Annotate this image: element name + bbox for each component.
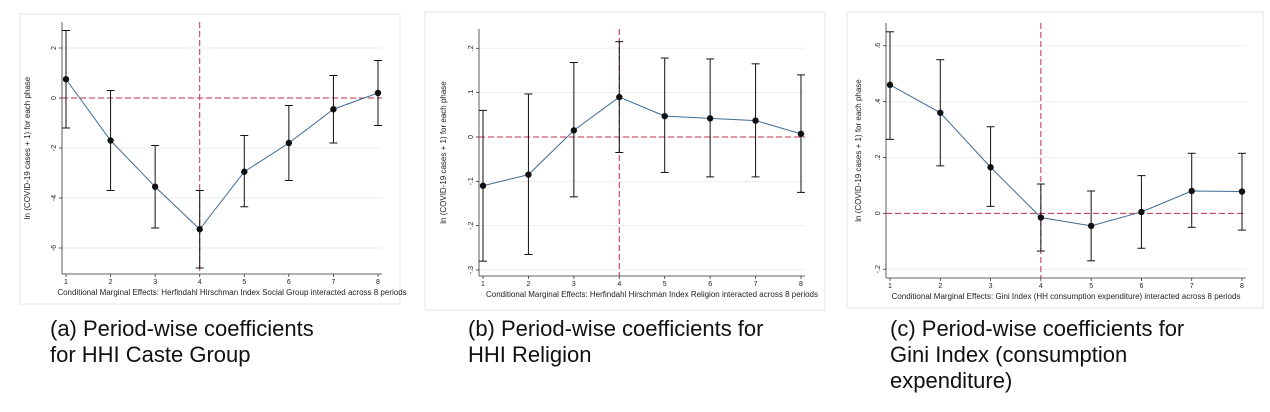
x-tick-label: 1 <box>481 281 485 288</box>
y-tick-label: -.2 <box>875 265 882 273</box>
x-tick-label: 3 <box>572 281 576 288</box>
y-tick-label: .2 <box>468 45 475 51</box>
y-tick-label: -.1 <box>468 177 475 185</box>
x-tick-label: 4 <box>617 281 621 288</box>
x-tick-label: 8 <box>799 281 803 288</box>
data-point <box>987 164 994 171</box>
data-point <box>616 93 623 101</box>
data-point <box>374 89 382 97</box>
y-axis-label: ln (COVID-19 cases + 1) for each phase <box>23 76 32 219</box>
y-tick-label: -.3 <box>468 266 475 274</box>
x-tick-label: 2 <box>938 283 942 290</box>
x-tick-label: 6 <box>708 281 712 288</box>
data-point <box>330 106 337 113</box>
y-tick-label: 0 <box>468 135 475 139</box>
data-point <box>937 109 944 116</box>
data-point <box>1188 187 1195 195</box>
data-point <box>525 171 532 178</box>
chart-c: .6 .4 .2 0 -.2 1 2 3 4 5 6 7 8 ln (COVID-19 cases + 1… <box>846 11 1264 309</box>
y-tick-label: -4 <box>51 195 58 201</box>
data-point <box>1087 222 1095 230</box>
y-tick-label: .4 <box>875 99 882 105</box>
chart-panel-a: 2 0 -2 -4 -6 1 2 3 4 5 6 7 8 ln (COVID-19 cases + 1) … <box>0 0 420 412</box>
x-tick-label: 5 <box>242 279 246 286</box>
y-tick-label: -2 <box>51 145 58 151</box>
data-point <box>241 168 248 175</box>
x-tick-label: 6 <box>1139 283 1143 290</box>
data-point <box>752 117 759 124</box>
chart-a: 2 0 -2 -4 -6 1 2 3 4 5 6 7 8 ln (COVID-19 cases + 1) … <box>19 13 407 305</box>
y-tick-label: -.2 <box>468 221 475 229</box>
x-tick-label: 4 <box>1039 283 1043 290</box>
x-tick-label: 5 <box>663 281 667 288</box>
x-tick-label: 8 <box>376 279 380 286</box>
chart-frame <box>846 11 1264 309</box>
data-point <box>1138 208 1145 216</box>
x-tick-label: 7 <box>754 281 758 288</box>
chart-frame <box>19 13 401 305</box>
x-tick-label: 4 <box>198 279 202 286</box>
data-point <box>1238 188 1246 195</box>
data-point <box>661 112 668 120</box>
caption-c: (c) Period-wise coefficients for Gini In… <box>890 316 1185 393</box>
chart-panel-b: .2 .1 0 -.1 -.2 -.3 1 2 3 4 5 6 7 8 ln (COVID-19 cases… <box>420 0 840 412</box>
data-point <box>62 76 70 83</box>
series-line <box>65 78 379 230</box>
x-axis-label: Conditional Marginal Effects: Herfindahl… <box>486 290 818 299</box>
x-tick-label: 7 <box>1190 283 1194 290</box>
y-axis-label: ln (COVID-19 cases + 1) for each phase <box>854 79 863 222</box>
x-tick-label: 7 <box>331 279 335 286</box>
y-tick-label: 0 <box>51 96 58 100</box>
y-tick-label: .2 <box>875 154 882 160</box>
data-point <box>797 130 805 138</box>
data-point <box>1037 214 1045 221</box>
series-line <box>889 84 1243 227</box>
x-tick-label: 8 <box>1240 283 1244 290</box>
x-tick-label: 6 <box>287 279 291 286</box>
data-point <box>479 182 487 189</box>
caption-a: (a) Period-wise coefficients for HHI Cas… <box>50 316 314 367</box>
chart-panel-c: .6 .4 .2 0 -.2 1 2 3 4 5 6 7 8 ln (COVID-19 cases + 1… <box>845 0 1270 412</box>
caption-b: (b) Period-wise coefficients for HHI Rel… <box>468 316 764 367</box>
x-tick-label: 2 <box>526 281 530 288</box>
x-tick-label: 1 <box>64 279 68 286</box>
x-axis-label: Conditional Marginal Effects: Herfindahl… <box>57 288 406 297</box>
x-tick-label: 2 <box>109 279 113 286</box>
y-tick-label: .1 <box>468 90 475 96</box>
data-point <box>886 81 894 89</box>
data-point <box>570 127 578 134</box>
x-tick-label: 5 <box>1089 283 1093 290</box>
data-point <box>285 139 293 147</box>
chart-b: .2 .1 0 -.1 -.2 -.3 1 2 3 4 5 6 7 8 ln (COVID-19 cases… <box>424 11 826 311</box>
y-tick-label: -6 <box>51 245 58 251</box>
x-axis-label: Conditional Marginal Effects: Gini Index… <box>892 292 1241 301</box>
data-point <box>706 115 714 122</box>
x-tick-label: 3 <box>989 283 993 290</box>
y-axis-label: ln (COVID-19 cases + 1) for each phase <box>439 81 448 224</box>
y-tick-label: 0 <box>875 211 882 215</box>
series-line <box>482 96 802 187</box>
x-tick-label: 1 <box>888 283 892 290</box>
y-tick-label: 2 <box>51 46 58 50</box>
x-tick-label: 3 <box>153 279 157 286</box>
data-point <box>107 137 114 144</box>
data-point <box>151 183 159 190</box>
y-tick-label: .6 <box>875 43 882 49</box>
data-point <box>196 226 203 233</box>
chart-frame <box>424 11 826 311</box>
